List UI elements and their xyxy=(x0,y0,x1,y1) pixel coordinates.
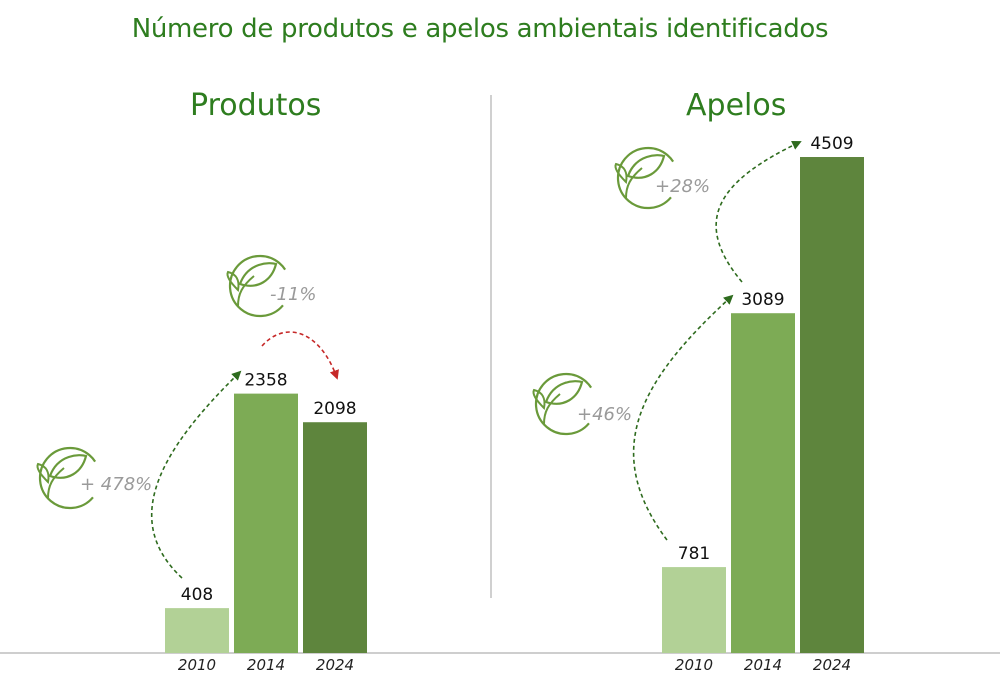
pct-label-apelos-growth-1: +46% xyxy=(577,404,632,425)
leaf-badge-icon-apelos-2 xyxy=(614,146,680,210)
bars-layer: 408 2010 2358 2014 2098 2024 781 2010 3089 2014 45… xyxy=(165,134,864,674)
leaf-badge-icon-produtos-2 xyxy=(226,254,292,318)
category-label-produtos-2014: 2014 xyxy=(247,656,285,674)
category-label-apelos-2024: 2024 xyxy=(813,656,851,674)
category-label-apelos-2014: 2014 xyxy=(744,656,782,674)
value-label-apelos-2010: 781 xyxy=(678,544,710,564)
pct-label-produtos-change-2: -11% xyxy=(270,284,317,305)
arrow-produtos-2014-2024 xyxy=(261,331,339,380)
arrow-apelos-2010-2014 xyxy=(632,294,734,541)
bar-produtos-2024 xyxy=(303,422,367,653)
bar-apelos-2014 xyxy=(731,313,795,653)
value-label-produtos-2014: 2358 xyxy=(244,371,287,391)
bar-produtos-2010 xyxy=(165,608,229,653)
arrow-produtos-2010-2014 xyxy=(150,370,242,579)
panel-title-produtos: Produtos xyxy=(190,88,322,123)
bar-apelos-2024 xyxy=(800,157,864,653)
value-label-apelos-2014: 3089 xyxy=(741,290,784,310)
category-label-apelos-2010: 2010 xyxy=(675,656,713,674)
value-label-produtos-2024: 2098 xyxy=(313,399,356,419)
panel-title-apelos: Apelos xyxy=(686,88,787,123)
bar-apelos-2010 xyxy=(662,567,726,653)
value-label-apelos-2024: 4509 xyxy=(810,134,853,154)
value-label-produtos-2010: 408 xyxy=(181,585,213,605)
bar-produtos-2014 xyxy=(234,393,298,653)
pct-label-apelos-growth-2: +28% xyxy=(655,176,710,197)
category-label-produtos-2010: 2010 xyxy=(178,656,216,674)
pct-label-produtos-growth-1: + 478% xyxy=(80,474,152,495)
leaf-badge-icon-produtos-1 xyxy=(36,446,102,510)
leaf-badge-icon-apelos-1 xyxy=(532,372,598,436)
category-label-produtos-2024: 2024 xyxy=(316,656,354,674)
chart-main-title: Número de produtos e apelos ambientais i… xyxy=(131,14,829,44)
arrow-apelos-2014-2024 xyxy=(715,140,802,283)
